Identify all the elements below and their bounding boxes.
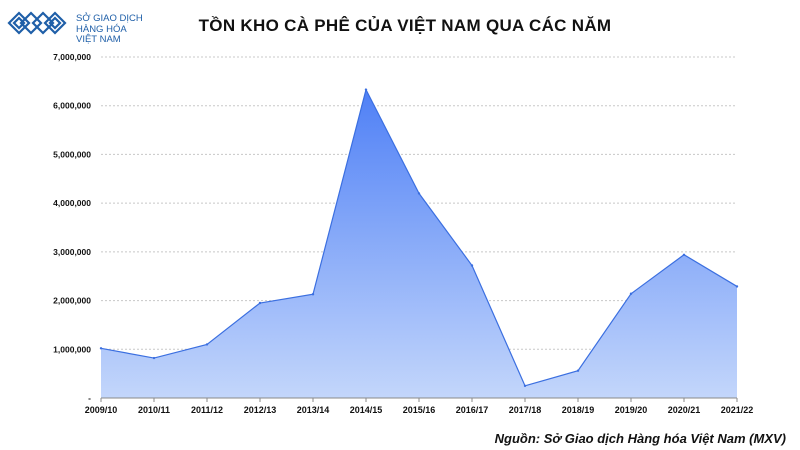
chart-title: TỒN KHO CÀ PHÊ CỦA VIỆT NAM QUA CÁC NĂM [198,16,612,35]
logo-line-3: VIỆT NAM [76,34,121,45]
data-point [417,192,421,195]
data-point [311,293,315,296]
area-fill [101,89,737,398]
x-tick-label: 2014/15 [350,405,383,415]
x-tick-label: 2019/20 [615,405,648,415]
y-tick-label: 6,000,000 [53,101,91,111]
area-series [99,87,739,398]
y-tick-label: 1,000,000 [53,344,91,354]
y-tick-label: 2,000,000 [53,296,91,306]
x-tick-label: 2012/13 [244,405,277,415]
y-tick-label: 4,000,000 [53,198,91,208]
x-tick-label: 2020/21 [668,405,701,415]
data-point [523,384,527,388]
axes: - 1,000,000 2,000,000 3,000,000 4,000,000 5,0… [53,52,753,415]
x-tick-label: 2013/14 [297,405,330,415]
data-point [364,88,368,91]
x-tick-label: 2010/11 [138,405,170,415]
x-tick-label: 2011/12 [191,405,223,415]
x-tick-label: 2021/22 [721,405,754,415]
y-tick-label: 5,000,000 [53,149,91,159]
data-point [682,253,686,256]
logo-text: SỞ GIAO DỊCH HÀNG HÓA VIỆT NAM [76,13,143,46]
logo-line-1: SỞ GIAO DỊCH [76,13,143,24]
data-point [470,264,474,267]
data-point [576,369,580,372]
data-point [735,285,739,288]
source-note: Nguồn: Sở Giao dịch Hàng hóa Việt Nam (M… [494,431,786,446]
x-tick-label: 2018/19 [562,405,595,415]
data-point [258,301,262,305]
logo: SỞ GIAO DỊCH HÀNG HÓA VIỆT NAM [6,6,196,46]
logo-mark-icon [7,11,67,35]
data-point [99,347,103,350]
y-tick-label: 7,000,000 [53,52,91,62]
y-tick-label: - [88,393,91,403]
x-tick-label: 2009/10 [85,405,118,415]
x-tick-label: 2015/16 [403,405,436,415]
data-point [152,356,156,360]
x-tick-label: 2016/17 [456,405,489,415]
logo-line-2: HÀNG HÓA [76,23,127,35]
data-point [205,343,209,346]
x-tick-label: 2017/18 [509,405,542,415]
data-point [629,292,633,295]
y-tick-label: 3,000,000 [53,247,91,257]
